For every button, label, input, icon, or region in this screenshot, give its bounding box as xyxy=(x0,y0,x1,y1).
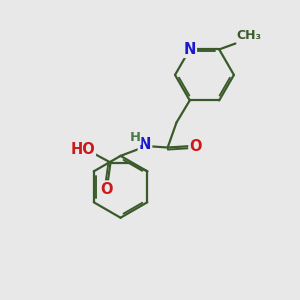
Text: N: N xyxy=(139,137,151,152)
Text: O: O xyxy=(100,182,112,196)
Text: H: H xyxy=(130,131,141,144)
Text: CH₃: CH₃ xyxy=(237,29,262,42)
Text: HO: HO xyxy=(70,142,95,157)
Text: N: N xyxy=(184,42,196,57)
Text: O: O xyxy=(189,139,202,154)
